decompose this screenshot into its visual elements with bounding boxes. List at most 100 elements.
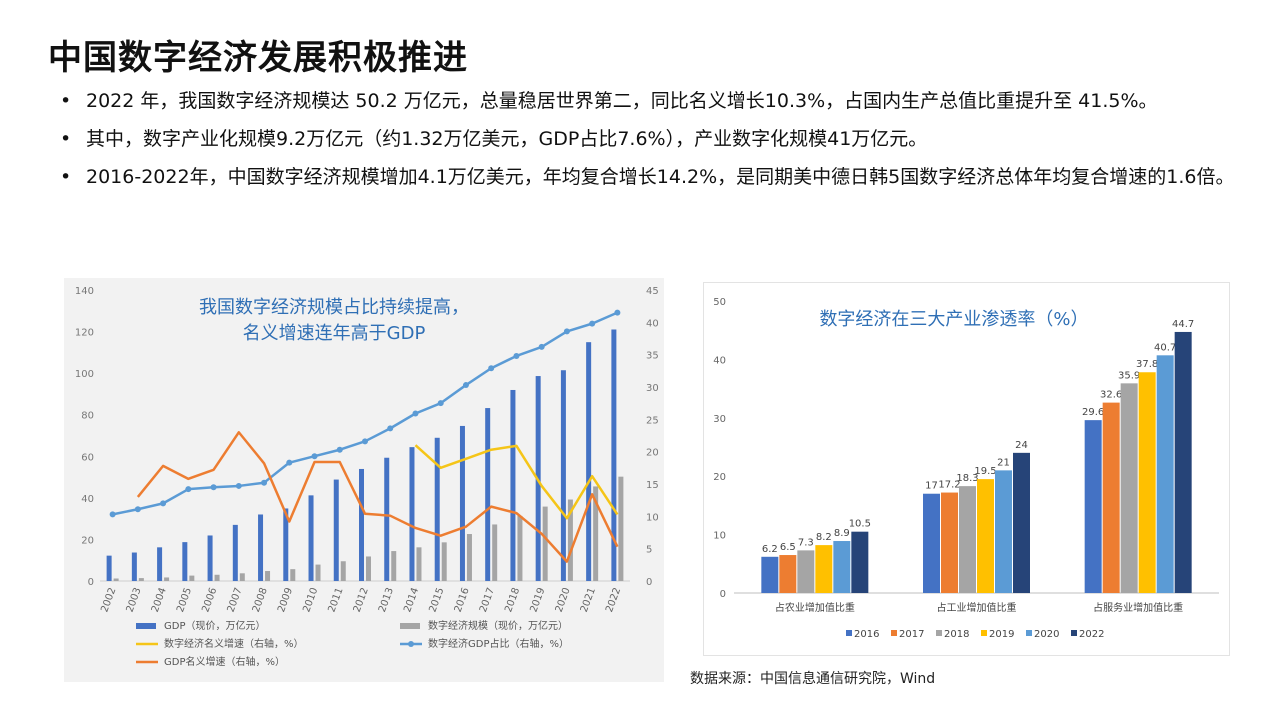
bar [265, 571, 271, 581]
line-point [311, 453, 318, 460]
y-right-tick-label: 20 [646, 448, 659, 459]
bullet-item: 其中，数字产业化规模9.2万亿元（约1.32万亿美元，GDP占比7.6%），产业… [60, 126, 1240, 152]
data-label: 37.8 [1136, 359, 1158, 370]
x-tick-label: 占服务业增加值比重 [1093, 601, 1183, 614]
data-label: 6.2 [762, 544, 778, 555]
bar [510, 389, 516, 581]
bar [1084, 420, 1102, 593]
bar [542, 506, 548, 581]
x-tick-label: 2015 [427, 586, 446, 614]
bar [391, 551, 397, 581]
y-tick-label: 0 [720, 589, 726, 600]
bar [239, 573, 245, 581]
line-point [437, 400, 444, 407]
y-left-tick-label: 40 [81, 494, 94, 505]
line-point [387, 425, 394, 432]
line-point [235, 482, 242, 489]
line-point [160, 500, 167, 507]
digital-economy-scale-chart: 0 20 40 60 80 100 120 140 0 5 10 15 20 25 30 35 40 45 2002… [75, 286, 659, 668]
y-tick-label: 40 [713, 355, 726, 366]
line-point [362, 438, 368, 445]
x-tick-label: 2002 [99, 586, 118, 614]
bar [214, 574, 220, 581]
bar [1138, 372, 1156, 593]
y-right-tick-label: 40 [646, 318, 659, 329]
bar [207, 535, 213, 581]
bar [290, 569, 296, 581]
digital-economy-scale-chart-panel: 0 20 40 60 80 100 120 140 0 5 10 15 20 25 30 35 40 45 2002… [64, 278, 664, 682]
data-label: 18.3 [956, 473, 978, 484]
bar [851, 531, 869, 593]
data-label: 7.3 [798, 537, 814, 548]
x-tick-label: 2017 [478, 586, 497, 614]
line-point [210, 484, 217, 491]
bar [416, 547, 422, 581]
y-left-tick-label: 100 [75, 369, 94, 380]
bar [1013, 452, 1030, 593]
data-label: 29.6 [1082, 407, 1104, 418]
legend-label: GDP（现价，万亿元） [164, 619, 265, 632]
x-tick-label: 2006 [200, 586, 219, 614]
bar [441, 542, 447, 581]
bar [315, 564, 321, 581]
chart-title: 我国数字经济规模占比持续提高， [199, 297, 469, 318]
series-line [414, 444, 619, 520]
data-label: 44.7 [1172, 319, 1194, 330]
x-tick-label: 2011 [327, 586, 346, 614]
x-tick-label: 2022 [604, 586, 623, 614]
legend-swatch [846, 630, 852, 636]
x-tick-label: 2012 [352, 586, 371, 614]
bar [959, 486, 976, 593]
line-point [185, 486, 192, 493]
legend-swatch [136, 623, 156, 629]
bar [138, 578, 144, 581]
bar [611, 329, 617, 581]
data-label: 35.9 [1118, 370, 1140, 381]
x-tick-label: 2021 [579, 586, 598, 614]
bar [113, 578, 119, 581]
chart-title: 数字经济在三大产业渗透率（%） [819, 309, 1088, 330]
industry-penetration-chart-panel: 0 10 20 30 40 50 6.2 6.5 7.3 8.2 8.9 10.5 占农业增加值比重 17… [703, 282, 1230, 656]
legend-swatch [400, 623, 420, 629]
line-point [614, 309, 621, 316]
y-tick-label: 50 [713, 297, 726, 308]
y-left-tick-label: 120 [75, 328, 94, 339]
bar [485, 408, 491, 581]
data-label: 32.6 [1100, 390, 1122, 401]
y-left-tick-label: 0 [88, 577, 94, 588]
legend-label: 数字经济GDP占比（右轴，%） [428, 637, 569, 650]
legend-label: 数字经济名义增速（右轴，%） [164, 637, 304, 650]
y-right-tick-label: 10 [646, 512, 659, 523]
bar [1120, 383, 1138, 593]
bar [157, 547, 163, 581]
bar [182, 542, 188, 581]
bar [434, 437, 440, 581]
line-point [336, 446, 343, 453]
bar [1174, 331, 1192, 593]
y-tick-label: 10 [713, 531, 726, 542]
bar [815, 545, 833, 593]
y-left-tick-label: 60 [81, 452, 94, 463]
bar [164, 577, 170, 581]
x-tick-label: 2019 [528, 586, 547, 614]
x-tick-label: 2014 [402, 586, 421, 614]
bar [779, 555, 797, 593]
x-tick-label: 2007 [226, 586, 245, 614]
bullet-item: 2016-2022年，中国数字经济规模增加4.1万亿美元，年均复合增长14.2%… [60, 164, 1240, 190]
line-point [538, 343, 545, 350]
bullet-list: 2022 年，我国数字经济规模达 50.2 万亿元，总量稳居世界第二，同比名义增… [60, 88, 1240, 202]
legend-label: 2020 [1034, 629, 1059, 640]
bar [593, 486, 599, 581]
bar [567, 499, 573, 581]
y-right-tick-label: 30 [646, 383, 659, 394]
bar [1102, 402, 1120, 593]
x-tick-label: 2020 [554, 586, 573, 614]
bar [106, 555, 112, 581]
data-label: 17 [925, 481, 938, 492]
y-left-tick-label: 140 [75, 286, 94, 297]
bar [586, 342, 592, 581]
bar [797, 550, 815, 593]
legend-label: 2017 [899, 629, 924, 640]
x-tick-label: 2013 [377, 586, 396, 614]
bar [459, 425, 465, 581]
